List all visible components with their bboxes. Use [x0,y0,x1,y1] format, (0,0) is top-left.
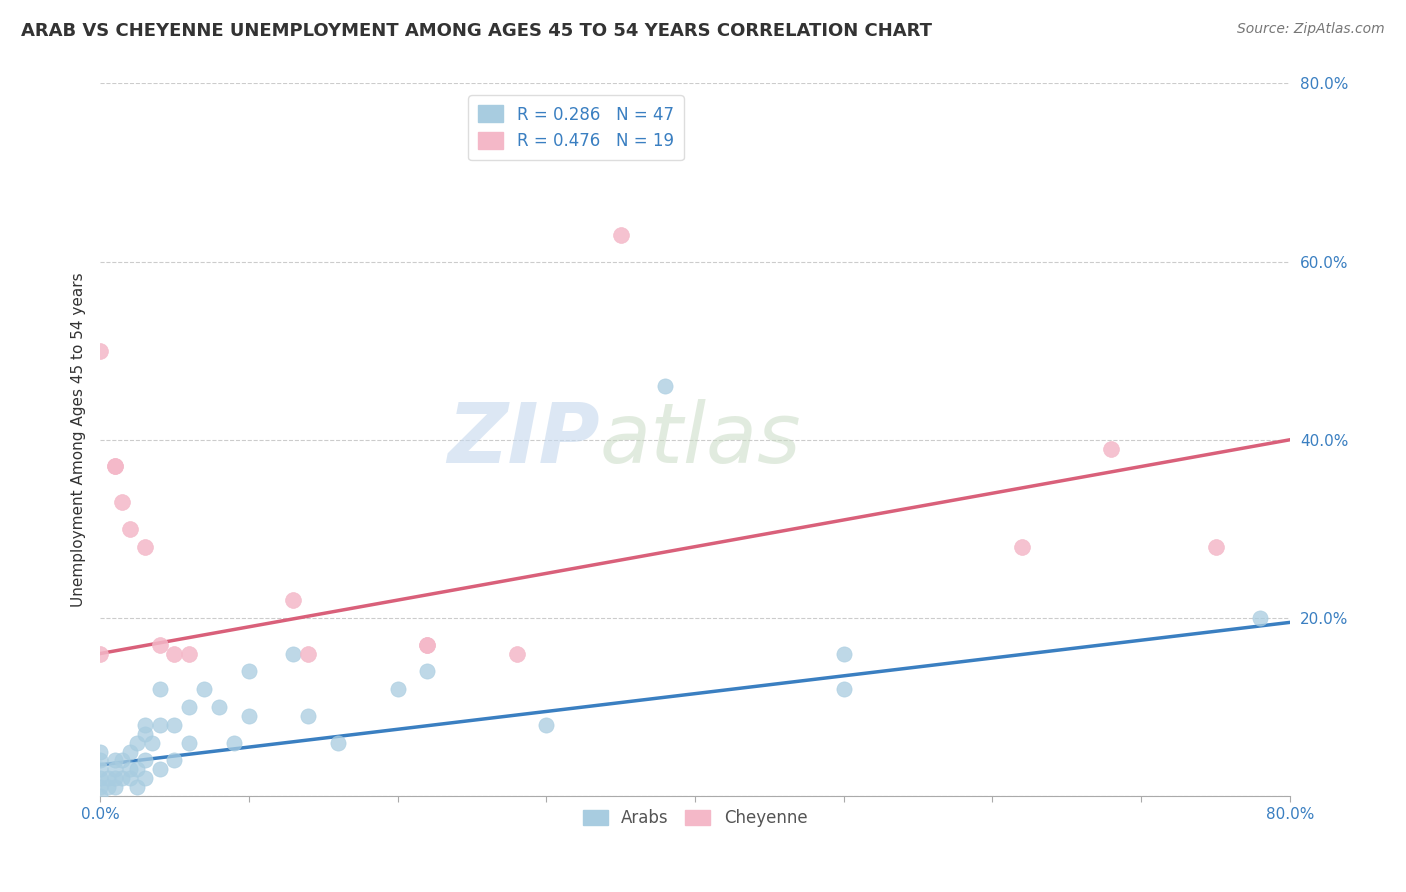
Point [222,736,245,750]
Point [208,700,231,714]
Point [97,772,120,786]
Text: ZIP: ZIP [447,400,600,480]
Point [832,647,855,661]
Point [149,638,172,652]
Point [104,780,127,794]
Point [141,736,163,750]
Point [297,647,319,661]
Point [536,718,558,732]
Point [149,763,172,777]
Text: ARAB VS CHEYENNE UNEMPLOYMENT AMONG AGES 45 TO 54 YEARS CORRELATION CHART: ARAB VS CHEYENNE UNEMPLOYMENT AMONG AGES… [21,22,932,40]
Point [111,495,134,509]
Point [163,754,186,768]
Point [387,682,409,697]
Point [104,754,127,768]
Point [416,665,439,679]
Point [134,727,156,741]
Point [238,709,260,723]
Point [832,682,855,697]
Point [127,780,149,794]
Point [1249,611,1271,625]
Point [193,682,215,697]
Point [149,718,172,732]
Point [134,754,156,768]
Point [283,593,305,607]
Text: atlas: atlas [600,400,801,480]
Point [238,665,260,679]
Point [111,754,134,768]
Point [179,736,201,750]
Point [97,780,120,794]
Point [104,459,127,474]
Point [1099,442,1122,456]
Point [89,772,111,786]
Point [609,227,631,242]
Point [118,772,141,786]
Point [416,638,439,652]
Point [326,736,349,750]
Point [134,772,156,786]
Point [89,754,111,768]
Text: Source: ZipAtlas.com: Source: ZipAtlas.com [1237,22,1385,37]
Point [127,736,149,750]
Point [134,718,156,732]
Point [654,379,676,393]
Point [127,763,149,777]
Point [89,343,111,358]
Point [89,763,111,777]
Point [118,522,141,536]
Point [118,745,141,759]
Point [104,763,127,777]
Point [104,772,127,786]
Point [179,700,201,714]
Point [89,780,111,794]
Point [416,638,439,652]
Point [1011,540,1033,554]
Point [89,789,111,803]
Point [505,647,527,661]
Point [283,647,305,661]
Point [163,647,186,661]
Point [89,647,111,661]
Point [149,682,172,697]
Point [134,540,156,554]
Point [104,459,127,474]
Point [111,772,134,786]
Point [89,745,111,759]
Point [297,709,319,723]
Y-axis label: Unemployment Among Ages 45 to 54 years: Unemployment Among Ages 45 to 54 years [72,272,86,607]
Point [1205,540,1227,554]
Point [163,718,186,732]
Legend: Arabs, Cheyenne: Arabs, Cheyenne [576,803,814,834]
Point [179,647,201,661]
Point [118,763,141,777]
